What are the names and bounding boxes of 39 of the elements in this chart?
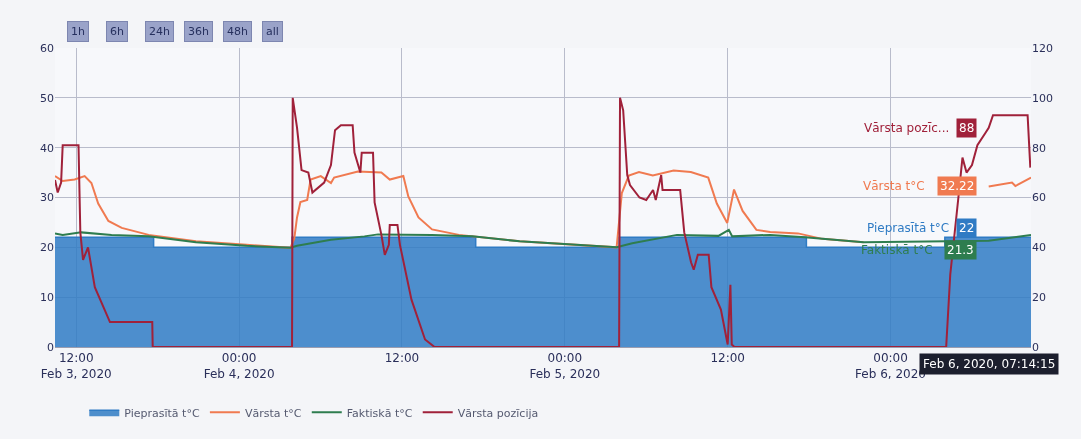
text: all [266, 25, 279, 38]
y-tick-label: 60 [40, 41, 54, 55]
data-label: 22 [959, 221, 975, 235]
x-tick-label: 12:00 Feb 3, 2020 [40, 351, 112, 381]
data-label: 32.22 [940, 179, 975, 193]
text: 48h [227, 25, 248, 38]
text: 36h [188, 25, 209, 38]
legend-label: Faktiskā t°C [346, 406, 413, 420]
text: 6h [110, 25, 124, 38]
y-tick-label: 30 [40, 191, 54, 205]
y2-tick-label: 60 [1032, 191, 1046, 205]
legend-label: Vārsta t°C [244, 406, 302, 420]
y2-tick-label: 80 [1032, 141, 1046, 155]
line-series [55, 96, 1031, 347]
y-tick-label: 10 [40, 291, 54, 305]
annotation: Pieprasītā t°C [867, 221, 950, 235]
data-label: 88 [959, 121, 975, 135]
text: 1h [71, 25, 85, 38]
y2-tick-label: 20 [1032, 291, 1046, 305]
x-tick-label: 00:00 Feb 4, 2020 [203, 351, 275, 381]
y-tick-label: 0 [47, 340, 54, 354]
legend-label: Pieprasītā t°C [124, 406, 200, 420]
y2-tick-label: 100 [1032, 91, 1053, 105]
text: 24h [149, 25, 170, 38]
y-tick-label: 40 [40, 141, 54, 155]
text: Feb 6, 2020, 07:14:15 [923, 357, 1056, 371]
y2-tick-label: 0 [1032, 340, 1039, 354]
x-tick-label: 00:00 Feb 5, 2020 [529, 351, 601, 381]
annotation: Vārsta pozīc... [864, 121, 950, 135]
annotation: Faktiskā t°C [861, 243, 933, 257]
y2-tick-label: 120 [1032, 41, 1053, 55]
annotation: Vārsta t°C [863, 179, 925, 193]
y-tick-label: 50 [40, 91, 54, 105]
x-tick-label: 12:00 [384, 351, 420, 366]
legend-label: Vārsta pozīcija [457, 406, 539, 420]
y2-tick-label: 40 [1032, 241, 1046, 255]
data-label: 21.3 [947, 243, 974, 257]
y-tick-label: 20 [40, 241, 54, 255]
x-tick-label: 12:00 [710, 351, 745, 366]
